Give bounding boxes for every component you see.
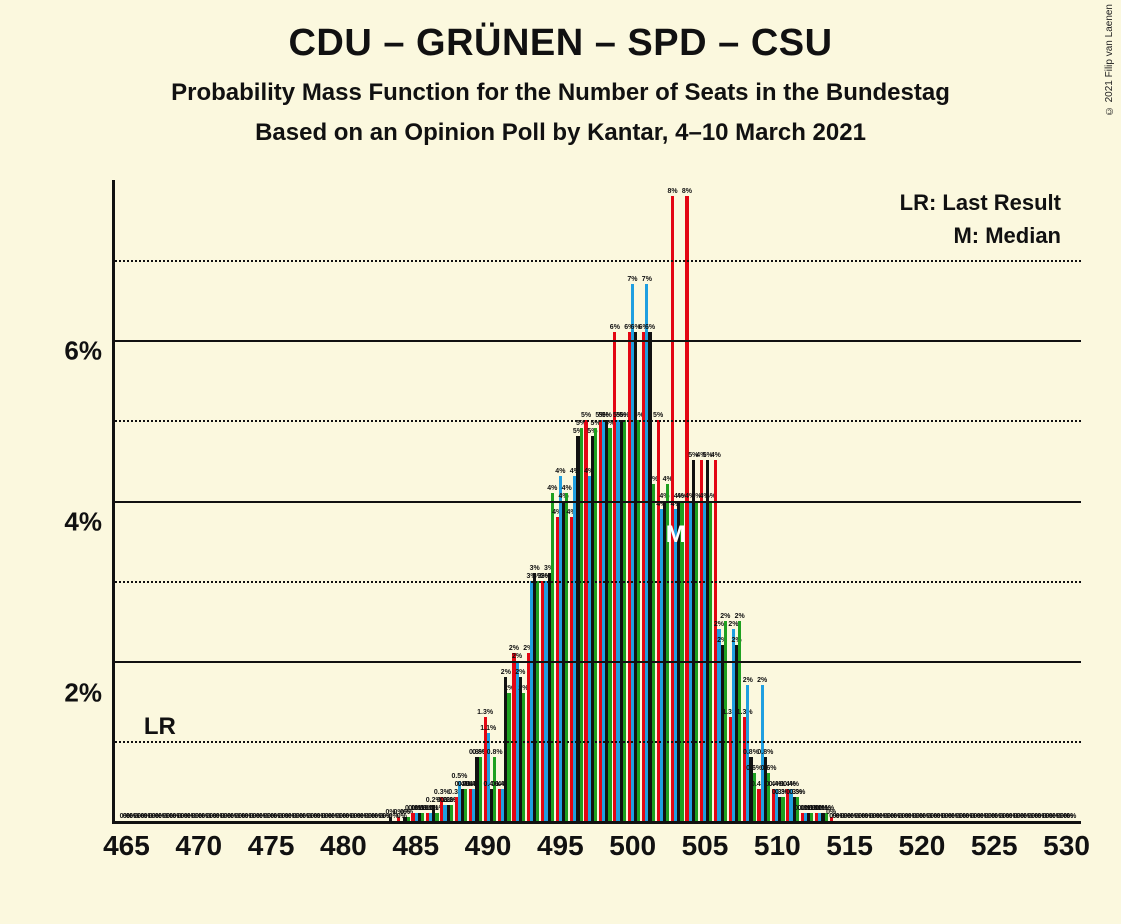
bar-value-label: 0.8% <box>757 749 773 756</box>
bar: 0.1% <box>421 813 424 821</box>
bar-value-label: 7% <box>642 276 652 283</box>
bar: 0.8% <box>479 757 482 821</box>
bar-value-label: 5% <box>653 412 663 419</box>
bar-value-label: 0.5% <box>451 773 467 780</box>
bar-value-label: 2% <box>515 669 525 676</box>
bar-value-label: 4% <box>711 452 721 459</box>
x-tick-label: 490 <box>465 830 512 862</box>
bar: 2% <box>507 693 510 821</box>
chart-subtitle2: Based on an Opinion Poll by Kantar, 4–10… <box>0 119 1121 147</box>
bar-value-label: 5% <box>581 412 591 419</box>
x-tick-label: 510 <box>754 830 801 862</box>
bar: 2% <box>738 621 741 821</box>
y-tick-label: 6% <box>64 336 102 367</box>
chart-subtitle: Probability Mass Function for the Number… <box>0 79 1121 107</box>
median-marker: M <box>666 521 686 549</box>
x-tick-label: 520 <box>899 830 946 862</box>
bar: 0.8% <box>493 757 496 821</box>
bar: 0.3% <box>781 797 784 821</box>
x-tick-label: 515 <box>826 830 873 862</box>
bar: 0.4% <box>464 789 467 821</box>
bar-value-label: 5% <box>602 412 612 419</box>
x-tick-label: 495 <box>537 830 584 862</box>
y-tick-label: 4% <box>64 507 102 538</box>
titles: CDU – GRÜNEN – SPD – CSU Probability Mas… <box>0 0 1121 147</box>
x-tick-label: 465 <box>103 830 150 862</box>
bar-value-label: 0% <box>1066 813 1076 820</box>
bar: 5% <box>594 428 597 821</box>
bar: 3% <box>536 581 539 821</box>
bar-value-label: 8% <box>667 188 677 195</box>
bar: 0.1% <box>435 813 438 821</box>
bar-value-label: 1.3% <box>737 709 753 716</box>
y-axis: 2% 4% 6% <box>60 180 110 864</box>
bar-value-label: 2% <box>512 653 522 660</box>
bar-value-label: 6% <box>610 324 620 331</box>
grid-minor <box>115 741 1081 743</box>
y-tick-label: 2% <box>64 678 102 709</box>
grid-major <box>115 340 1081 342</box>
bar-value-label: 2% <box>728 621 738 628</box>
bar-value-label: 1.3% <box>477 709 493 716</box>
bar-value-label: 4% <box>555 468 565 475</box>
bar-value-label: 1.1% <box>480 725 496 732</box>
bar-value-label: 2% <box>501 669 511 676</box>
plot: LR: Last Result M: Median 0%0%0%0%0%0%0%… <box>112 180 1081 824</box>
x-tick-label: 500 <box>609 830 656 862</box>
plot-area: 2%4%6% LR: Last Result M: Median 0%0%0%0… <box>60 180 1091 864</box>
bar-value-label: 2% <box>714 621 724 628</box>
bar-value-label: 2% <box>743 677 753 684</box>
bar: 4% <box>551 493 554 822</box>
bar-value-label: 2% <box>757 677 767 684</box>
bar: 0% <box>407 817 410 821</box>
bar-value-label: 0.6% <box>761 765 777 772</box>
grid-minor <box>115 581 1081 583</box>
bar-value-label: 2% <box>735 613 745 620</box>
bar: 5% <box>580 428 583 821</box>
x-tick-label: 485 <box>392 830 439 862</box>
bar-value-label: 3% <box>530 565 540 572</box>
bar-value-label: 4% <box>562 485 572 492</box>
bar: 5% <box>608 428 611 821</box>
x-tick-label: 525 <box>971 830 1018 862</box>
bar: 4% <box>565 493 568 822</box>
chart-title: CDU – GRÜNEN – SPD – CSU <box>0 22 1121 65</box>
x-tick-label: 530 <box>1043 830 1090 862</box>
bar: 5% <box>623 420 626 821</box>
x-tick-label: 470 <box>175 830 222 862</box>
copyright-text: © 2021 Filip van Laenen <box>1104 4 1115 116</box>
x-axis: 4654704754804854904955005055105155205255… <box>112 826 1081 864</box>
bar-value-label: 2% <box>720 613 730 620</box>
bar-value-label: 4% <box>547 485 557 492</box>
bar-value-label: 0.4% <box>783 781 799 788</box>
bar-value-label: 0.3% <box>789 789 805 796</box>
bar-value-label: 0.8% <box>487 749 503 756</box>
bar: 2% <box>522 693 525 821</box>
grid-minor <box>115 420 1081 422</box>
grid-minor <box>115 260 1081 262</box>
bar: 0.2% <box>450 805 453 821</box>
bar: 5% <box>637 420 640 821</box>
bar: 4% <box>652 484 655 821</box>
bar-value-label: 7% <box>627 276 637 283</box>
bar-value-label: 8% <box>682 188 692 195</box>
x-tick-label: 480 <box>320 830 367 862</box>
grid-major <box>115 501 1081 503</box>
x-tick-label: 475 <box>248 830 295 862</box>
bar-value-label: 2% <box>509 645 519 652</box>
grid-major <box>115 661 1081 663</box>
lr-marker: LR <box>144 713 176 741</box>
bar: 2% <box>724 621 727 821</box>
bar: 0.1% <box>810 813 813 821</box>
bar-value-label: 6% <box>645 324 655 331</box>
x-tick-label: 505 <box>682 830 729 862</box>
